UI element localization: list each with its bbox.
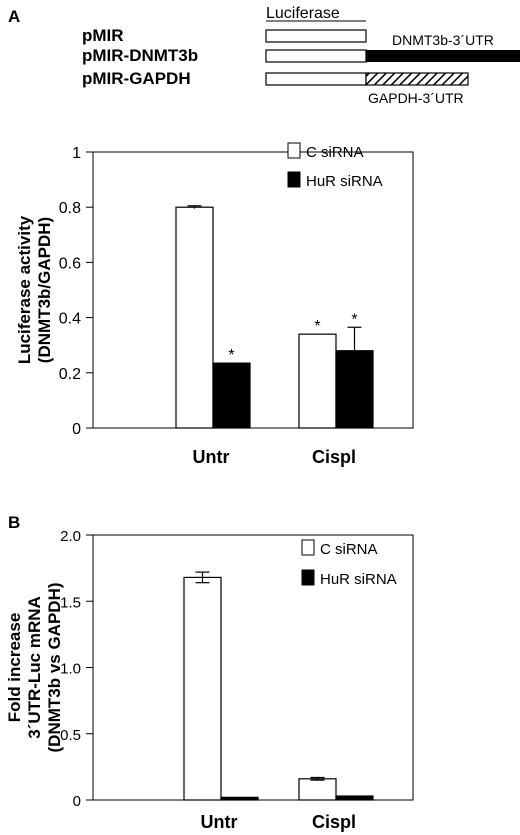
legend-swatch	[287, 171, 301, 188]
y-tick-label: 0	[72, 421, 81, 438]
legend-swatch	[301, 569, 315, 586]
significance-marker: *	[314, 318, 320, 335]
legend-swatch	[301, 539, 315, 556]
category-label-untr: Untr	[201, 812, 238, 832]
bar-c-sirna-cispl	[298, 333, 337, 429]
significance-marker: *	[351, 311, 357, 328]
y-tick-label: 0.8	[59, 200, 81, 217]
y-tick-label: 2.0	[60, 528, 81, 545]
y-axis-label-line: Luciferase activity	[15, 215, 34, 364]
dnmt3b-utr-box	[366, 50, 520, 62]
bar-c-sirna-untr	[183, 576, 222, 801]
plot-frame	[92, 151, 414, 429]
y-tick-label: 0.2	[59, 366, 81, 383]
luciferase-box	[265, 72, 367, 86]
luciferase-header-label: Luciferase	[266, 5, 340, 22]
y-axis-label-line: Fold increase	[5, 613, 24, 723]
legend-label: HuR siRNA	[320, 571, 397, 588]
y-tick-label: 0.5	[60, 727, 81, 744]
y-tick-label: 1.0	[60, 661, 81, 678]
construct-pmir: pMIR	[82, 26, 367, 45]
category-label-untr: Untr	[193, 447, 230, 467]
legend-swatch	[287, 142, 301, 159]
category-label-cispl: Cispl	[312, 812, 356, 832]
construct-name: pMIR-DNMT3b	[82, 46, 198, 65]
construct-name: pMIR	[82, 26, 124, 45]
panel-label: B	[8, 513, 20, 532]
chart-2: B 0 0.5 1.0 1.5 2.0 Fold increase 3´UTR-Luc mRN…	[5, 513, 414, 832]
y-tick-label: 0	[73, 793, 81, 810]
bar-hur-sirna-cispl	[335, 795, 374, 801]
y-tick-label: 1.5	[60, 594, 81, 611]
bar-c-sirna-cispl	[298, 778, 337, 801]
y-axis-label-line: (DNMT3b vs GAPDH)	[45, 582, 64, 752]
panel-label-a: A	[8, 7, 20, 26]
chart-1: 0 0.2 0.4 0.6 0.8 1 Luciferase activity (DNMT3b…	[15, 142, 414, 467]
construct-name: pMIR-GAPDH	[82, 69, 191, 88]
legend-label: C siRNA	[306, 144, 364, 161]
legend-label: C siRNA	[320, 541, 378, 558]
construct-pmir-gapdh: pMIR-GAPDH GAPDH-3´UTR	[82, 69, 469, 106]
utr-label: DNMT3b-3´UTR	[392, 32, 494, 48]
y-axis-label-line: 3´UTR-Luc mRNA	[25, 596, 44, 739]
construct-pmir-dnmt3b: pMIR-DNMT3b DNMT3b-3´UTR	[82, 32, 520, 65]
bar-hur-sirna-untr	[220, 796, 259, 801]
y-tick-label: 1	[72, 145, 81, 162]
luciferase-box	[265, 49, 367, 63]
utr-label: GAPDH-3´UTR	[368, 90, 464, 106]
y-axis-label-line: (DNMT3b/GAPDH)	[35, 217, 54, 363]
bar-hur-sirna-untr	[212, 362, 251, 429]
legend-label: HuR siRNA	[306, 173, 383, 190]
luciferase-box	[265, 29, 367, 43]
gapdh-utr-box	[365, 72, 469, 86]
category-label-cispl: Cispl	[312, 447, 356, 467]
y-tick-label: 0.4	[59, 311, 81, 328]
bar-c-sirna-untr	[175, 206, 214, 429]
y-tick-label: 0.6	[59, 255, 81, 272]
significance-marker: *	[228, 347, 234, 364]
